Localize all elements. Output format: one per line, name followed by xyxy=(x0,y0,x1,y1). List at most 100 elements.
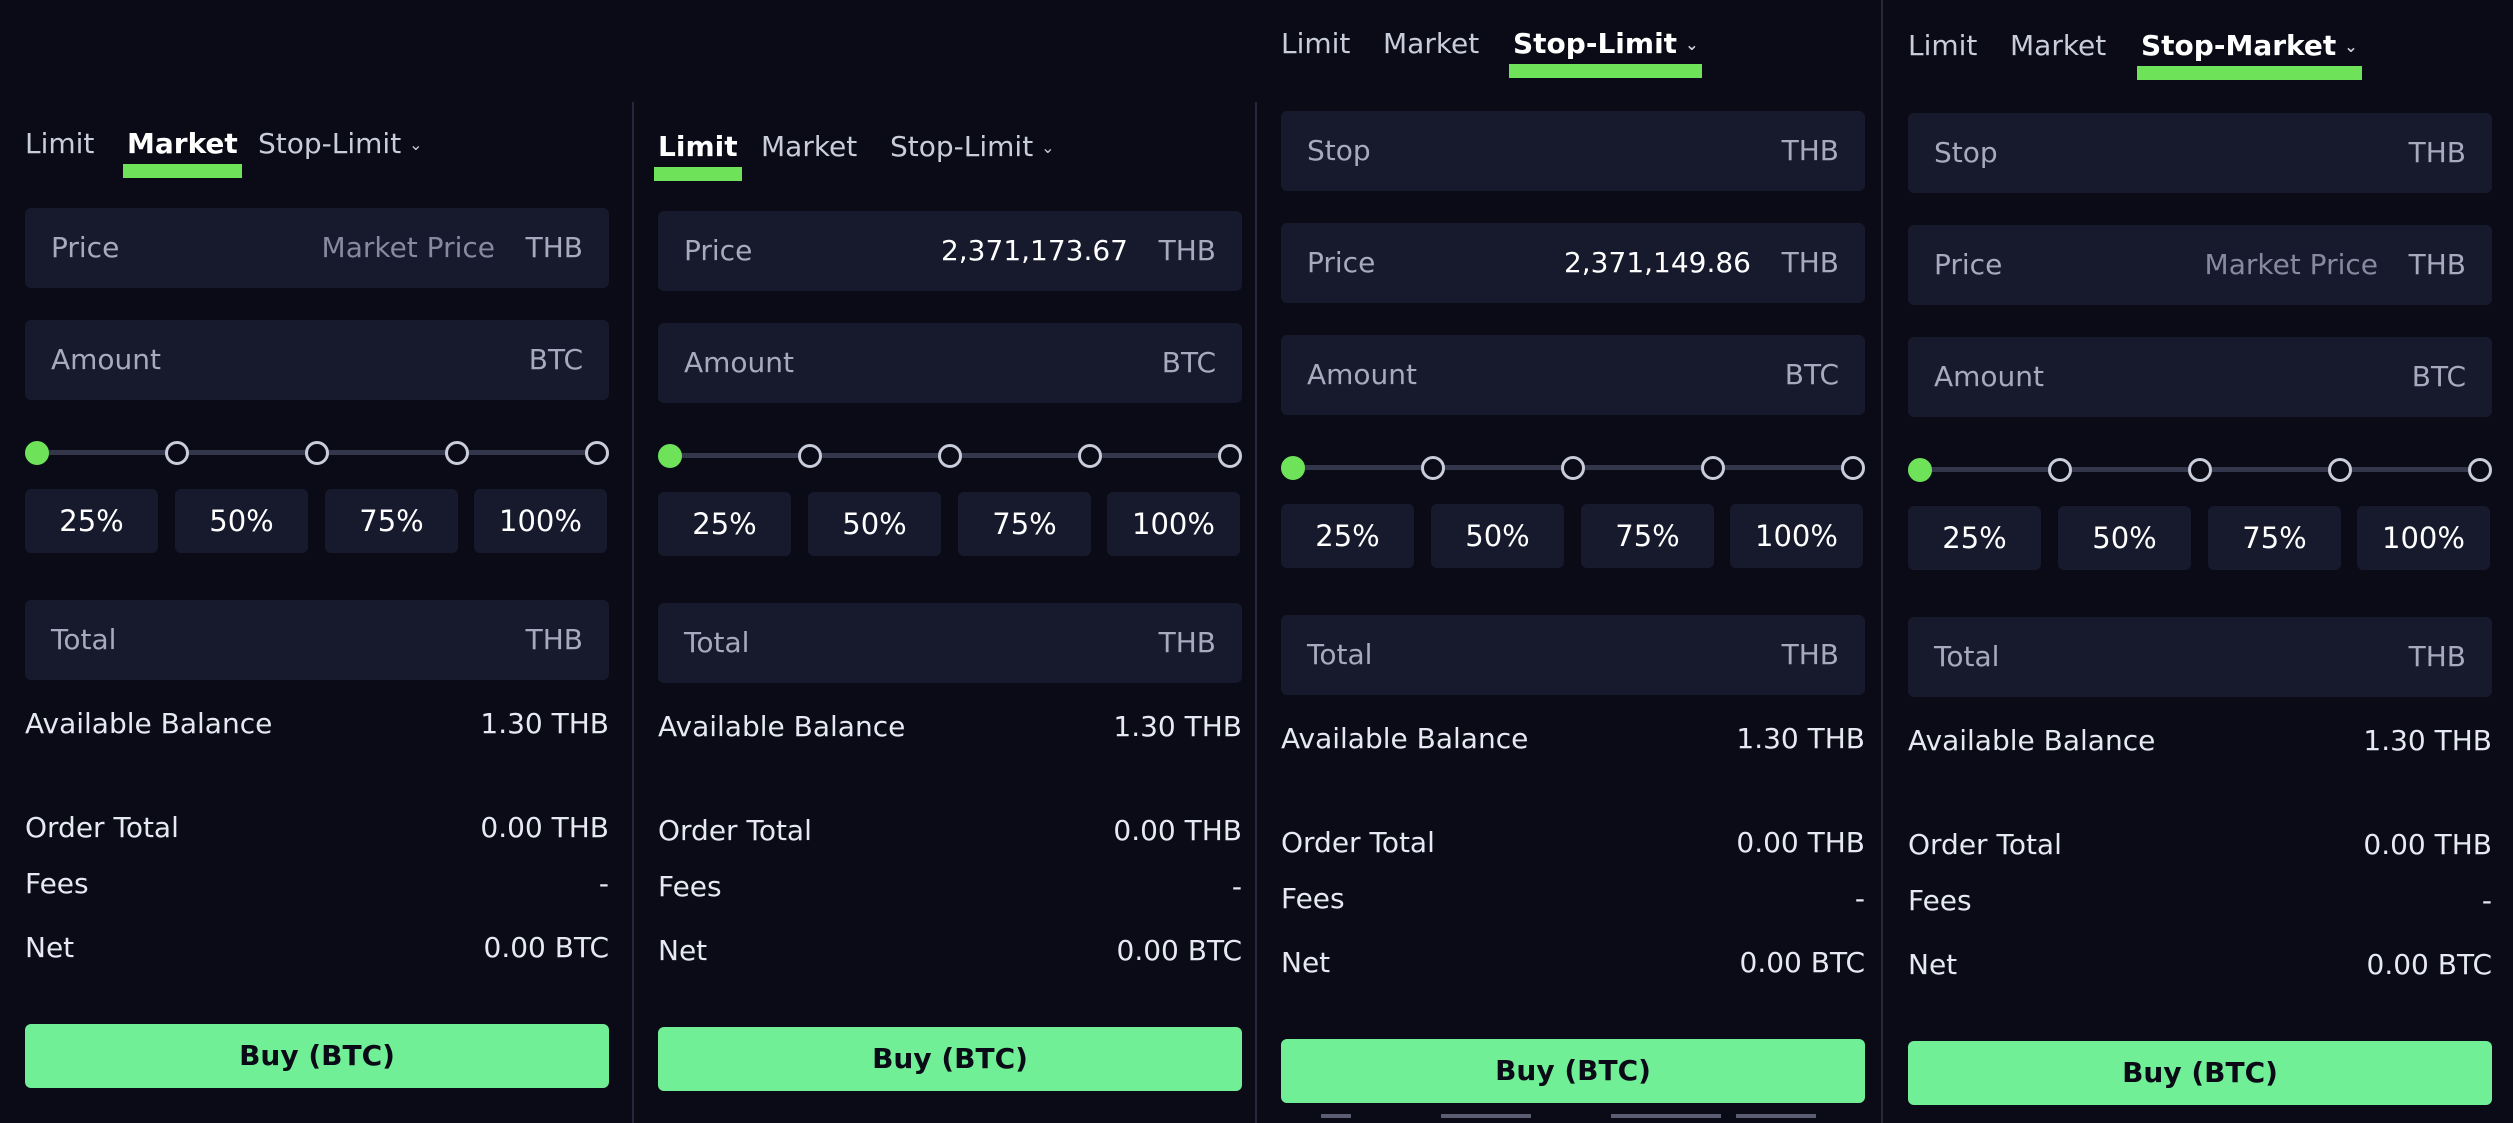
total-field[interactable]: Total THB xyxy=(1908,617,2492,697)
slider-stop-50[interactable] xyxy=(938,444,962,468)
percent-25-button[interactable]: 25% xyxy=(1908,506,2041,570)
price-value: 2,371,149.86 xyxy=(1563,246,1751,279)
net-value: 0.00 BTC xyxy=(483,931,609,964)
net-value: 0.00 BTC xyxy=(2366,948,2492,981)
order-panel-market: Limit Market Stop-Limit ⌄ Price Market Pr… xyxy=(25,120,609,1120)
clipped-text-fragment xyxy=(1281,1114,1865,1123)
amount-label: Amount xyxy=(684,346,795,379)
percent-25-button[interactable]: 25% xyxy=(25,489,158,553)
percent-75-button[interactable]: 75% xyxy=(325,489,458,553)
amount-field[interactable]: Amount BTC xyxy=(1908,337,2492,417)
amount-unit: BTC xyxy=(1784,358,1839,391)
slider-handle[interactable] xyxy=(1908,458,1932,482)
amount-field[interactable]: Amount BTC xyxy=(1281,335,1865,415)
total-field[interactable]: Total THB xyxy=(658,603,1242,683)
tab-limit[interactable]: Limit xyxy=(1908,29,1978,62)
percent-100-button[interactable]: 100% xyxy=(474,489,607,553)
slider-stop-100[interactable] xyxy=(1841,456,1865,480)
net-row: Net 0.00 BTC xyxy=(1281,943,1865,983)
percent-100-button[interactable]: 100% xyxy=(2357,506,2490,570)
stop-field[interactable]: Stop THB xyxy=(1908,113,2492,193)
slider-stop-75[interactable] xyxy=(445,441,469,465)
percent-75-button[interactable]: 75% xyxy=(958,492,1091,556)
buy-button[interactable]: Buy (BTC) xyxy=(25,1024,609,1088)
total-field[interactable]: Total THB xyxy=(25,600,609,680)
tab-market[interactable]: Market xyxy=(123,120,242,178)
percent-100-button[interactable]: 100% xyxy=(1730,504,1863,568)
amount-slider[interactable] xyxy=(1281,455,1865,480)
slider-handle[interactable] xyxy=(658,444,682,468)
buy-button[interactable]: Buy (BTC) xyxy=(1908,1041,2492,1105)
total-label: Total xyxy=(51,623,117,656)
slider-stop-25[interactable] xyxy=(798,444,822,468)
price-unit: THB xyxy=(1781,246,1839,279)
slider-stop-50[interactable] xyxy=(2188,458,2212,482)
panel-divider xyxy=(1881,0,1883,1123)
total-field[interactable]: Total THB xyxy=(1281,615,1865,695)
price-unit: THB xyxy=(525,231,583,264)
slider-stop-50[interactable] xyxy=(1561,456,1585,480)
tab-limit[interactable]: Limit xyxy=(1281,27,1351,60)
amount-field[interactable]: Amount BTC xyxy=(25,320,609,400)
price-field[interactable]: Price Market Price THB xyxy=(25,208,609,288)
slider-stop-75[interactable] xyxy=(1701,456,1725,480)
tab-limit[interactable]: Limit xyxy=(654,123,742,181)
slider-stop-100[interactable] xyxy=(1218,444,1242,468)
stop-unit: THB xyxy=(1781,134,1839,167)
tab-stop-limit[interactable]: Stop-Limit ⌄ xyxy=(890,130,1055,163)
available-balance-label: Available Balance xyxy=(658,710,906,743)
percent-50-button[interactable]: 50% xyxy=(175,489,308,553)
amount-slider[interactable] xyxy=(658,443,1242,468)
percent-50-button[interactable]: 50% xyxy=(808,492,941,556)
amount-slider[interactable] xyxy=(25,440,609,465)
price-unit: THB xyxy=(2408,248,2466,281)
chevron-down-icon[interactable]: ⌄ xyxy=(1041,138,1055,157)
percent-50-button[interactable]: 50% xyxy=(2058,506,2191,570)
net-label: Net xyxy=(1908,948,1958,981)
percent-75-button[interactable]: 75% xyxy=(1581,504,1714,568)
percent-100-button[interactable]: 100% xyxy=(1107,492,1240,556)
fees-label: Fees xyxy=(1908,884,1972,917)
tab-stop-market[interactable]: Stop-Market ⌄ xyxy=(2137,22,2362,80)
tab-stop-limit[interactable]: Stop-Limit ⌄ xyxy=(258,127,423,160)
slider-stop-25[interactable] xyxy=(1421,456,1445,480)
tab-market[interactable]: Market xyxy=(1383,27,1480,60)
price-field[interactable]: Price 2,371,173.67 THB xyxy=(658,211,1242,291)
slider-stop-75[interactable] xyxy=(2328,458,2352,482)
slider-handle[interactable] xyxy=(25,441,49,465)
available-balance-row: Available Balance 1.30 THB xyxy=(658,707,1242,747)
stop-field[interactable]: Stop THB xyxy=(1281,111,1865,191)
chevron-down-icon[interactable]: ⌄ xyxy=(1685,35,1699,54)
slider-handle[interactable] xyxy=(1281,456,1305,480)
amount-field[interactable]: Amount BTC xyxy=(658,323,1242,403)
stop-label: Stop xyxy=(1307,134,1371,167)
slider-stop-100[interactable] xyxy=(2468,458,2492,482)
tab-stop-limit[interactable]: Stop-Limit ⌄ xyxy=(1508,20,1703,78)
percent-25-button[interactable]: 25% xyxy=(658,492,791,556)
slider-stop-25[interactable] xyxy=(165,441,189,465)
chevron-down-icon[interactable]: ⌄ xyxy=(409,135,423,154)
slider-stop-100[interactable] xyxy=(585,441,609,465)
amount-slider[interactable] xyxy=(1908,457,2492,482)
order-panel-stop-market: Limit Market Stop-Market ⌄ Stop THB Price… xyxy=(1908,22,2492,1122)
percent-50-button[interactable]: 50% xyxy=(1431,504,1564,568)
net-value: 0.00 BTC xyxy=(1739,946,1865,979)
total-unit: THB xyxy=(1781,638,1839,671)
tab-market[interactable]: Market xyxy=(761,130,858,163)
order-panel-stop-limit: Limit Market Stop-Limit ⌄ Stop THB Price … xyxy=(1281,20,1865,1123)
fees-value: - xyxy=(598,867,609,900)
buy-button[interactable]: Buy (BTC) xyxy=(1281,1039,1865,1103)
slider-stop-75[interactable] xyxy=(1078,444,1102,468)
tab-market[interactable]: Market xyxy=(2010,29,2107,62)
fees-label: Fees xyxy=(25,867,89,900)
buy-button[interactable]: Buy (BTC) xyxy=(658,1027,1242,1091)
price-field[interactable]: Price Market Price THB xyxy=(1908,225,2492,305)
percent-25-button[interactable]: 25% xyxy=(1281,504,1414,568)
chevron-down-icon[interactable]: ⌄ xyxy=(2344,37,2358,56)
available-balance-value: 1.30 THB xyxy=(1113,710,1242,743)
slider-stop-25[interactable] xyxy=(2048,458,2072,482)
slider-stop-50[interactable] xyxy=(305,441,329,465)
percent-75-button[interactable]: 75% xyxy=(2208,506,2341,570)
tab-limit[interactable]: Limit xyxy=(25,127,95,160)
price-field[interactable]: Price 2,371,149.86 THB xyxy=(1281,223,1865,303)
